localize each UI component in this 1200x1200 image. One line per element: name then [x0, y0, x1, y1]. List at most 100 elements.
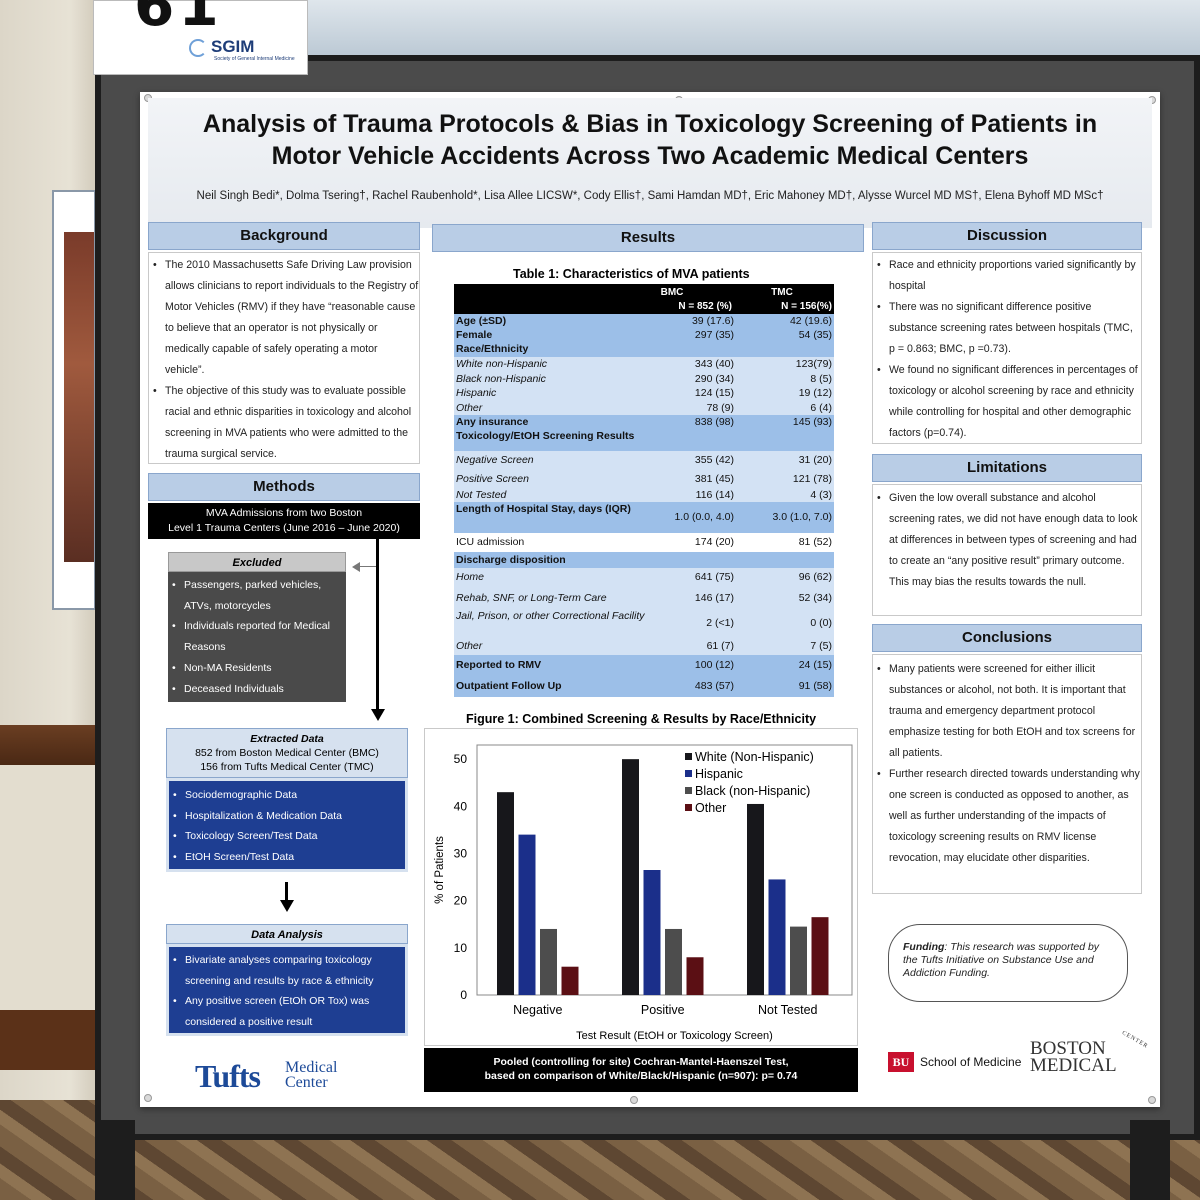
framed-artwork — [52, 190, 96, 610]
tmc-value: 31 (20) — [798, 454, 832, 466]
tmc-value: 81 (52) — [798, 536, 832, 548]
table-row: Rehab, SNF, or Long-Term Care 146 (17) 52 … — [454, 587, 834, 609]
legend-entry: Other — [695, 801, 726, 815]
legend-swatch — [685, 753, 692, 760]
statistics-band: Pooled (controlling for site) Cochran-Ma… — [424, 1048, 858, 1092]
table-row: Other 78 (9) 6 (4) — [454, 400, 834, 415]
extracted-item: Toxicology Screen/Test Data — [169, 826, 405, 847]
row-label: Hispanic — [456, 387, 497, 399]
analysis-item: Bivariate analyses comparing toxicology … — [169, 950, 405, 991]
pin-icon — [144, 1094, 152, 1102]
tmc-value: 52 (34) — [798, 591, 832, 604]
excluded-item: Non-MA Residents — [168, 658, 346, 679]
stat-line: based on comparison of White/Black/Hispa… — [484, 1070, 798, 1082]
poster-title-line-2: Motor Vehicle Accidents Across Two Acade… — [271, 142, 1029, 170]
table-row: ICU admission 174 (20) 81 (52) — [454, 533, 834, 552]
row-label: Other — [456, 401, 483, 414]
bmc-value: 39 (17.6) — [691, 315, 734, 327]
results-heading: Results — [432, 224, 864, 252]
discussion-bullet: We found no significant differences in p… — [873, 360, 1141, 444]
table-row: Age (±SD) 39 (17.6) 42 (19.6) — [454, 314, 834, 328]
background-bullet: The objective of this study was to evalu… — [149, 381, 419, 465]
limitations-bullet: Given the low overall substance and alco… — [873, 488, 1141, 593]
bmc-value: 146 (17) — [694, 591, 734, 604]
col-bmc-label: BMC — [660, 287, 684, 298]
row-label: Reported to RMV — [456, 658, 542, 671]
boston-medical-center-logo: BOSTON MEDICAL CENTER — [1030, 1030, 1149, 1076]
bmc-value: 355 (42) — [694, 454, 734, 466]
col-tmc-n: N = 156(%) — [781, 301, 832, 312]
chair-rail — [0, 725, 100, 765]
bar — [643, 870, 661, 995]
table-row: Hispanic 124 (15) 19 (12) — [454, 386, 834, 401]
mva-admissions-box: MVA Admissions from two Boston Level 1 T… — [148, 503, 420, 539]
legend-swatch — [685, 770, 692, 777]
tufts-medical-center-logo: Tufts Medical Center — [195, 1058, 337, 1095]
bmc-small: CENTER — [1120, 1030, 1150, 1051]
characteristics-table: BMC N = 852 (%) TMC N = 156(%) Age (±SD)… — [454, 284, 834, 697]
x-category-label: Not Tested — [758, 1003, 818, 1017]
table-row: Negative Screen 355 (42) 31 (20) — [454, 451, 834, 470]
tmc-value: 19 (12) — [798, 387, 832, 399]
x-category-label: Negative — [513, 1003, 562, 1017]
row-label: Home — [456, 571, 485, 583]
bmc-value: 78 (9) — [706, 401, 734, 414]
discussion-bullet: There was no significant difference posi… — [873, 297, 1141, 360]
table-row: White non-Hispanic 343 (40) 123(79) — [454, 357, 834, 372]
tmc-value: 54 (35) — [798, 329, 832, 341]
row-label: Female — [456, 329, 493, 341]
table-row: Positive Screen 381 (45) 121 (78) — [454, 469, 834, 488]
bmc-value: 838 (98) — [694, 416, 734, 428]
table-row: Discharge disposition — [454, 552, 834, 568]
tufts-subtitle-line: Medical — [285, 1059, 338, 1076]
methods-heading: Methods — [148, 473, 420, 501]
y-tick-label: 20 — [454, 894, 468, 908]
figure-frame: 0 10 20 30 40 50 Negative Positive Not Tested Tes… — [424, 728, 858, 1046]
funding-note: Funding: This research was supported by … — [888, 924, 1128, 1002]
board-leg — [95, 1120, 135, 1200]
table-row: Other 61 (7) 7 (5) — [454, 637, 834, 655]
y-tick-label: 50 — [454, 752, 468, 766]
row-label: Toxicology/EtOH Screening Results — [456, 430, 635, 442]
legend-entry: Black (non-Hispanic) — [695, 784, 810, 798]
research-poster: Analysis of Trauma Protocols & Bias in T… — [140, 92, 1160, 1107]
tufts-subtitle-line: Center — [285, 1074, 328, 1091]
bmc-value: 116 (14) — [695, 489, 734, 501]
row-label: Not Tested — [456, 489, 507, 501]
excluded-item: Passengers, parked vehicles, ATVs, motor… — [168, 575, 346, 616]
table-title: Table 1: Characteristics of MVA patients — [513, 267, 750, 281]
tmc-value: 121 (78) — [792, 472, 832, 485]
extracted-heading: Extracted Data — [250, 733, 324, 745]
funding-label: Funding — [903, 941, 945, 953]
stat-line: Pooled (controlling for site) Cochran-Ma… — [493, 1056, 789, 1068]
tmc-value: 145 (93) — [792, 416, 832, 428]
excluded-item: Deceased Individuals — [168, 679, 346, 700]
title-banner: Analysis of Trauma Protocols & Bias in T… — [148, 98, 1152, 228]
table-row: Any insurance 838 (98) 145 (93) — [454, 415, 834, 429]
bmc-line: MEDICAL — [1030, 1055, 1117, 1076]
pin-icon — [630, 1096, 638, 1104]
exclusion-arrow-line — [358, 566, 376, 567]
row-label: Black non-Hispanic — [456, 372, 546, 385]
row-label: Outpatient Follow Up — [456, 680, 562, 692]
tmc-value: 6 (4) — [810, 401, 832, 414]
table-body: Age (±SD) 39 (17.6) 42 (19.6) Female 297 (35… — [454, 314, 834, 697]
conclusions-bullet: Many patients were screened for either i… — [873, 659, 1141, 764]
sgim-logo-icon — [189, 39, 207, 57]
background-section: The 2010 Massachusetts Safe Driving Law … — [148, 252, 420, 464]
table-row: Length of Hospital Stay, days (IQR) 1.0 (… — [454, 502, 834, 533]
bmc-value: 124 (15) — [694, 387, 734, 399]
tufts-wordmark: Tufts — [195, 1058, 261, 1094]
tmc-value: 4 (3) — [810, 489, 832, 501]
excluded-heading: Excluded — [168, 552, 346, 572]
sgim-logo-text: SGIM — [211, 37, 255, 56]
tmc-value: 3.0 (1.0, 7.0) — [772, 511, 832, 523]
table-header-row: BMC N = 852 (%) TMC N = 156(%) — [454, 284, 834, 314]
pin-icon — [1148, 1096, 1156, 1104]
data-analysis-heading: Data Analysis — [166, 924, 408, 944]
conclusions-section: Many patients were screened for either i… — [872, 654, 1142, 894]
row-label: Other — [456, 639, 483, 652]
table-row: Home 641 (75) 96 (62) — [454, 568, 834, 588]
x-axis-label: Test Result (EtOH or Toxicology Screen) — [576, 1030, 773, 1042]
bmc-value: 343 (40) — [694, 358, 734, 370]
